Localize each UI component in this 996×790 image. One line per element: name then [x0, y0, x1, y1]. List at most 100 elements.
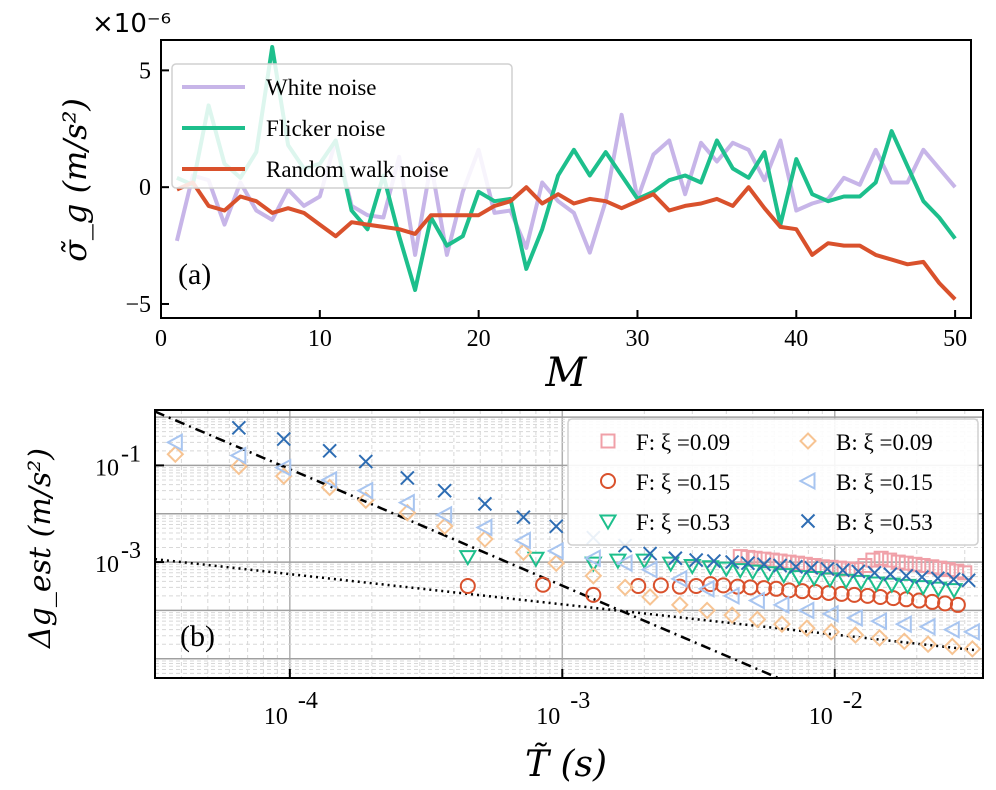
data-point [919, 635, 937, 654]
panel-a-legend: White noise Flicker noise Random walk nois… [171, 63, 513, 189]
data-point [961, 573, 976, 588]
data-point [397, 493, 415, 512]
data-point [883, 567, 898, 582]
x-tick-exponent: -4 [298, 688, 318, 714]
reference-line-dotted [155, 557, 977, 652]
data-point [895, 632, 914, 651]
data-point [549, 519, 564, 534]
data-point [715, 577, 732, 594]
panel-b-ylabel: Δg_est (m/s²) [23, 448, 58, 649]
panel-a-frame [160, 39, 972, 319]
data-point [942, 620, 960, 639]
data-point [940, 562, 956, 578]
legend-label: Flicker noise [266, 116, 385, 141]
data-point [535, 576, 552, 593]
data-point [944, 583, 964, 600]
data-point [615, 553, 633, 573]
data-point [845, 608, 863, 628]
legend-label: B: ξ =0.09 [836, 430, 933, 455]
x-tick-exponent: -2 [843, 688, 863, 714]
data-point [822, 622, 841, 641]
data-point [723, 606, 742, 625]
data-point [821, 604, 839, 624]
legend-marker [798, 471, 816, 491]
data-point [869, 611, 888, 631]
data-point [885, 590, 902, 607]
data-point [702, 576, 719, 593]
data-point [546, 541, 564, 561]
data-point [688, 552, 704, 568]
data-point [231, 420, 247, 435]
panel-b-reference-lines [155, 410, 977, 678]
panel-a-ticks: 0 10 20 30 40 50−505 [125, 58, 967, 352]
legend-label: F: ξ =0.53 [636, 510, 730, 535]
data-point [274, 458, 292, 477]
data-point [701, 560, 720, 577]
panel-a: 0 10 20 30 40 50−505 ×10⁻⁶ (a) M σ̃_g (m/s²) … [56, 9, 972, 396]
data-point [914, 569, 930, 585]
data-point [781, 582, 798, 599]
legend-marker [600, 433, 616, 449]
data-point [820, 572, 840, 589]
x-tick-label: 10 [308, 326, 332, 352]
x-tick-label: 50 [943, 326, 967, 352]
data-point [516, 509, 531, 525]
data-point [698, 601, 717, 620]
panel-a-xlabel: M [545, 350, 588, 396]
data-point [756, 557, 772, 572]
data-point [165, 433, 183, 452]
data-point [898, 555, 914, 571]
data-point [276, 431, 291, 447]
data-point [949, 596, 966, 613]
data-point [937, 595, 954, 612]
x-tick-label: 40 [784, 326, 808, 352]
data-point [820, 584, 837, 601]
data-point [322, 443, 337, 459]
data-point [851, 564, 866, 579]
data-point [929, 581, 948, 598]
data-point [743, 564, 762, 581]
data-point [867, 565, 882, 581]
legend-box [567, 418, 979, 546]
legend-marker [799, 432, 817, 450]
legend-marker [600, 473, 616, 489]
data-point [870, 628, 889, 647]
legend-marker [598, 514, 618, 531]
data-point [547, 554, 566, 573]
data-point [748, 610, 767, 629]
panel-b: F: ξ =0.09 F: ξ =0.15 F: ξ =0.53 B: ξ =0.09… [23, 409, 984, 785]
data-point [957, 565, 973, 581]
data-point [962, 622, 980, 642]
data-point [458, 550, 478, 567]
data-point [772, 595, 790, 615]
panel-b-label: (b) [180, 620, 215, 653]
data-point [846, 626, 865, 644]
series-5 [231, 420, 976, 588]
data-point [668, 551, 683, 566]
y-tick-label: −5 [125, 292, 151, 318]
data-point [873, 550, 889, 566]
x-tick-label: 10 [264, 704, 288, 730]
data-point [166, 445, 185, 464]
legend-marker [800, 513, 816, 529]
y-tick-label: 0 [139, 175, 151, 201]
data-point [788, 559, 804, 574]
data-point [963, 639, 982, 658]
data-point [772, 553, 788, 569]
data-point [400, 470, 415, 486]
data-point [717, 561, 736, 578]
data-point [661, 556, 680, 573]
x-tick-exponent: -3 [570, 688, 590, 714]
data-point [642, 546, 658, 561]
x-tick-label: 10 [809, 704, 833, 730]
data-point [773, 615, 791, 634]
data-point [851, 574, 871, 591]
data-point [526, 551, 546, 568]
data-point [320, 478, 339, 497]
data-point [857, 557, 873, 573]
data-point [683, 558, 702, 575]
data-point [706, 553, 722, 569]
legend-label: B: ξ =0.15 [836, 470, 933, 495]
data-point [820, 561, 835, 577]
x-tick-label: 30 [625, 326, 649, 352]
